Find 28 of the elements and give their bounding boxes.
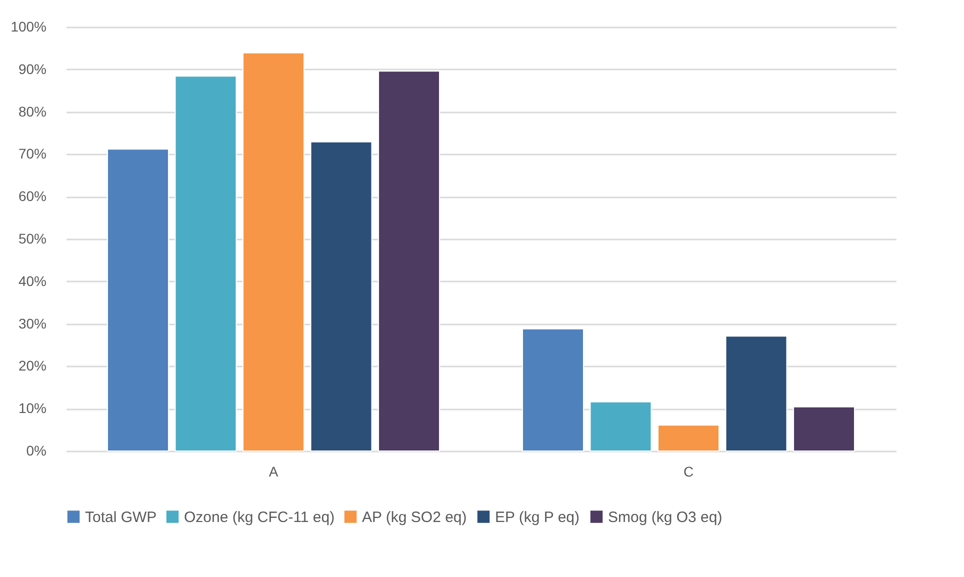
- bar: [242, 52, 304, 452]
- bar: [378, 70, 440, 452]
- bar: [725, 336, 788, 452]
- y-tick-label: 10%: [18, 400, 46, 416]
- y-tick-label: 30%: [18, 315, 46, 332]
- bar: [793, 406, 855, 452]
- legend-label: Total GWP: [85, 508, 157, 526]
- y-tick-label: 70%: [18, 146, 46, 162]
- bar: [174, 76, 237, 452]
- y-tick-label: 90%: [18, 60, 46, 77]
- y-tick-label: 20%: [18, 358, 46, 374]
- y-tick-label: 80%: [18, 103, 46, 120]
- y-tick-label: 0%: [26, 442, 46, 458]
- bar: [522, 328, 584, 452]
- y-tick-label: 60%: [18, 188, 46, 204]
- y-tick-label: 40%: [18, 272, 46, 289]
- bar: [658, 424, 720, 452]
- y-tick-label: 50%: [18, 230, 46, 246]
- y-tick-label: 100%: [10, 18, 46, 34]
- legend-label: Smog (kg O3 eq): [608, 508, 722, 526]
- bar: [107, 148, 169, 452]
- legend-label: AP (kg SO2 eq): [362, 508, 467, 526]
- bar: [310, 141, 372, 452]
- bar: [590, 401, 652, 452]
- x-tick-label: C: [683, 464, 694, 480]
- legend-label: EP (kg P eq): [495, 508, 580, 526]
- x-tick-label: A: [268, 464, 279, 480]
- legend-label: Ozone (kg CFC-11 eq): [184, 508, 335, 526]
